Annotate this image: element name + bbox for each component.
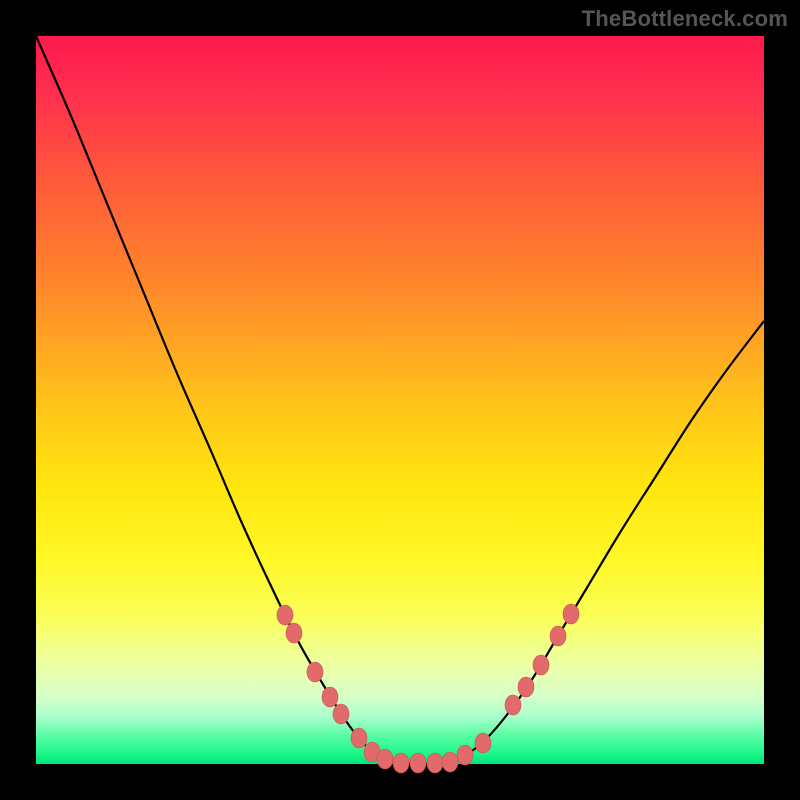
- curve-marker: [533, 655, 549, 675]
- curve-marker: [457, 745, 473, 765]
- curve-marker: [277, 605, 293, 625]
- gradient-background: [36, 36, 764, 764]
- curve-marker: [322, 687, 338, 707]
- curve-marker: [393, 753, 409, 773]
- curve-marker: [307, 662, 323, 682]
- curve-marker: [442, 752, 458, 772]
- curve-marker: [427, 753, 443, 773]
- curve-marker: [518, 677, 534, 697]
- curve-marker: [377, 749, 393, 769]
- curve-marker: [563, 604, 579, 624]
- curve-marker: [333, 704, 349, 724]
- curve-marker: [550, 626, 566, 646]
- curve-marker: [286, 623, 302, 643]
- curve-marker: [410, 753, 426, 773]
- curve-marker: [351, 728, 367, 748]
- chart-container: TheBottleneck.com: [0, 0, 800, 800]
- bottleneck-curve-chart: [0, 0, 800, 800]
- curve-marker: [505, 695, 521, 715]
- watermark-text: TheBottleneck.com: [582, 6, 788, 32]
- curve-marker: [475, 733, 491, 753]
